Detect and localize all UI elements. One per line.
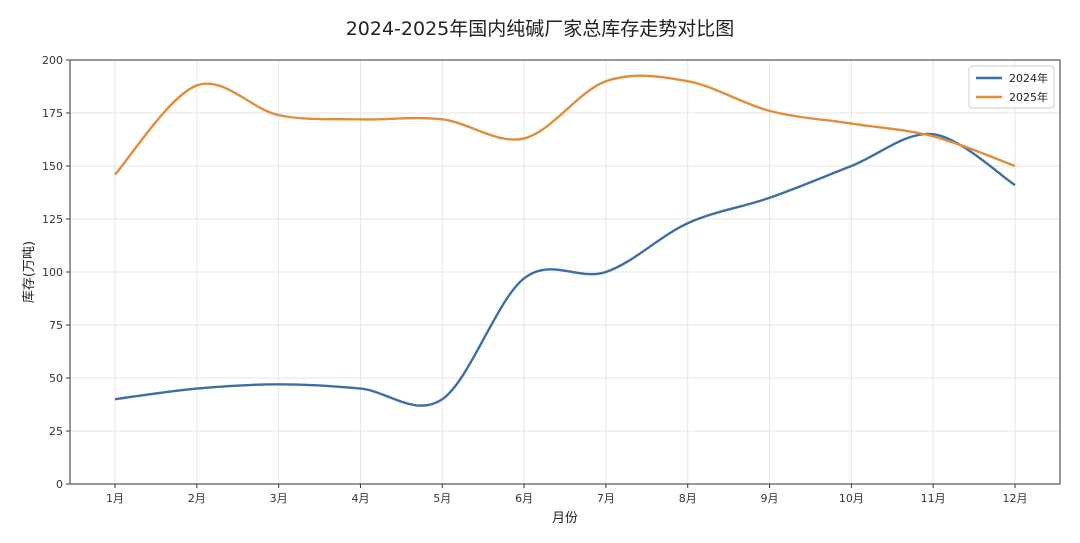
data-point — [687, 222, 689, 224]
data-point — [277, 114, 279, 116]
data-point — [196, 84, 198, 86]
x-tick-label: 4月 — [351, 492, 369, 505]
data-point — [687, 80, 689, 82]
data-point — [277, 383, 279, 385]
y-tick-label: 125 — [42, 213, 63, 226]
legend-label: 2025年 — [1009, 90, 1048, 104]
data-point — [932, 135, 934, 137]
data-point — [359, 387, 361, 389]
data-point — [1014, 165, 1016, 167]
series-line-1 — [114, 132, 1016, 407]
y-axis-title: 库存(万吨) — [21, 241, 37, 303]
data-point — [441, 398, 443, 400]
data-point — [850, 122, 852, 124]
chart-title: 2024-2025年国内纯碱厂家总库存走势对比图 — [345, 18, 735, 40]
y-tick-label: 100 — [42, 266, 63, 279]
y-tick-label: 50 — [49, 372, 63, 385]
x-tick-label: 2月 — [188, 492, 206, 505]
data-point — [114, 173, 116, 175]
data-point — [359, 118, 361, 120]
data-point — [768, 197, 770, 199]
x-tick-label: 6月 — [515, 492, 533, 505]
y-tick-label: 0 — [56, 478, 63, 491]
data-point — [850, 165, 852, 167]
y-tick-label: 75 — [49, 319, 63, 332]
x-tick-label: 9月 — [761, 492, 779, 505]
y-tick-label: 150 — [42, 160, 63, 173]
x-tick-label: 5月 — [433, 492, 451, 505]
y-tick-label: 25 — [49, 425, 63, 438]
x-tick-label: 7月 — [597, 492, 615, 505]
x-tick-label: 8月 — [679, 492, 697, 505]
data-point — [1014, 184, 1016, 186]
x-tick-label: 11月 — [921, 492, 946, 505]
data-point — [523, 137, 525, 139]
data-point — [114, 398, 116, 400]
series-line-2 — [114, 74, 1016, 176]
y-tick-label: 175 — [42, 107, 63, 120]
x-tick-label: 3月 — [270, 492, 288, 505]
data-point — [605, 80, 607, 82]
x-tick-label: 12月 — [1003, 492, 1028, 505]
data-point — [196, 387, 198, 389]
data-point — [441, 118, 443, 120]
y-tick-label: 200 — [42, 54, 63, 67]
x-tick-label: 10月 — [839, 492, 864, 505]
legend-label: 2024年 — [1009, 71, 1048, 85]
data-point — [523, 277, 525, 279]
x-tick-label: 1月 — [106, 492, 124, 505]
data-point — [605, 271, 607, 273]
data-point — [768, 110, 770, 112]
x-axis-title: 月份 — [552, 511, 578, 526]
